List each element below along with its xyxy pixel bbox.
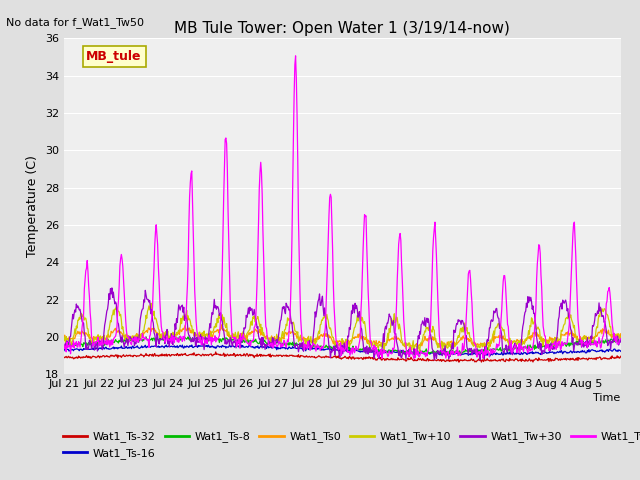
Legend: Wat1_Ts-32, Wat1_Ts-16, Wat1_Ts-8, Wat1_Ts0, Wat1_Tw+10, Wat1_Tw+30, Wat1_Tw100: Wat1_Ts-32, Wat1_Ts-16, Wat1_Ts-8, Wat1_… xyxy=(58,427,640,463)
Text: No data for f_Wat1_Tw50: No data for f_Wat1_Tw50 xyxy=(6,17,145,28)
Title: MB Tule Tower: Open Water 1 (3/19/14-now): MB Tule Tower: Open Water 1 (3/19/14-now… xyxy=(175,21,510,36)
Text: MB_tule: MB_tule xyxy=(86,50,142,63)
X-axis label: Time: Time xyxy=(593,393,621,403)
Y-axis label: Temperature (C): Temperature (C) xyxy=(26,156,39,257)
